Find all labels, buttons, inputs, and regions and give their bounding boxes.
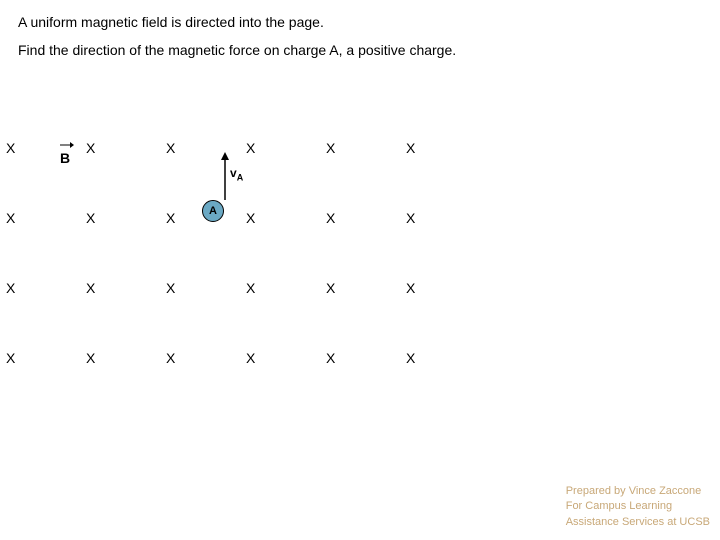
field-x-symbol: X <box>406 350 415 366</box>
field-x-symbol: X <box>6 280 15 296</box>
field-x-symbol: X <box>6 210 15 226</box>
velocity-sub: A <box>237 172 244 182</box>
field-x-symbol: X <box>406 280 415 296</box>
field-x-symbol: X <box>406 140 415 156</box>
footer-credit: Prepared by Vince Zaccone For Campus Lea… <box>566 484 710 530</box>
field-x-symbol: X <box>326 280 335 296</box>
velocity-label: vA <box>230 166 243 182</box>
field-x-symbol: X <box>166 210 175 226</box>
footer-line-2: For Campus Learning <box>566 499 710 514</box>
charge-label: A <box>209 205 217 217</box>
field-x-symbol: X <box>246 350 255 366</box>
field-x-symbol: X <box>166 350 175 366</box>
prompt-line-1: A uniform magnetic field is directed int… <box>18 14 324 30</box>
field-x-symbol: X <box>406 210 415 226</box>
field-x-symbol: X <box>326 350 335 366</box>
field-x-symbol: X <box>246 140 255 156</box>
field-x-symbol: X <box>166 140 175 156</box>
velocity-v: v <box>230 166 237 180</box>
b-vector-label: B <box>60 150 70 166</box>
prompt-line-2: Find the direction of the magnetic force… <box>18 42 456 58</box>
field-x-symbol: X <box>86 140 95 156</box>
footer-line-1: Prepared by Vince Zaccone <box>566 484 710 499</box>
field-x-symbol: X <box>6 140 15 156</box>
charge-a: A <box>202 200 224 222</box>
field-x-symbol: X <box>326 210 335 226</box>
b-vector-arrow <box>58 140 74 150</box>
field-x-symbol: X <box>86 280 95 296</box>
field-x-symbol: X <box>246 280 255 296</box>
field-x-symbol: X <box>86 210 95 226</box>
field-x-symbol: X <box>86 350 95 366</box>
field-x-symbol: X <box>166 280 175 296</box>
field-x-symbol: X <box>326 140 335 156</box>
footer-line-3: Assistance Services at UCSB <box>566 515 710 530</box>
field-x-symbol: X <box>246 210 255 226</box>
field-x-symbol: X <box>6 350 15 366</box>
